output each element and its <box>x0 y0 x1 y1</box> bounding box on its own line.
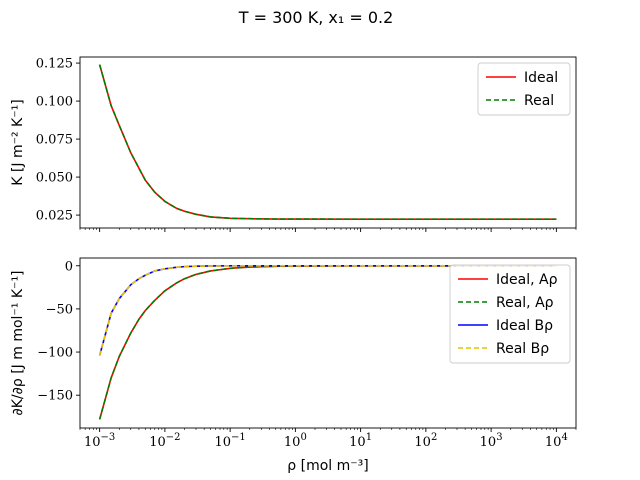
x-tick-label-exponent: 3 <box>496 432 502 443</box>
x-tick-label-exponent: −3 <box>101 432 116 443</box>
legend-label: Real <box>524 93 554 109</box>
x-tick-label: 104 <box>545 432 568 450</box>
y-tick-label: 0.075 <box>36 133 73 148</box>
x-tick-label: 101 <box>349 432 372 450</box>
bottom-subplot: 10−3 10−2 10−1 100 101 102 103 104−150−100−500∂… <box>10 257 577 474</box>
x-tick-label: 10−2 <box>149 432 180 450</box>
top-subplot: 0.025 0.050 0.075 0.100 0.125 K [J m⁻² K⁻¹] Id… <box>10 56 577 232</box>
x-tick-label: 102 <box>414 432 437 450</box>
y-tick-label: 0 <box>65 259 73 274</box>
series-line-4 <box>98 264 557 356</box>
x-tick-label-base: 10 <box>480 435 497 450</box>
axes-frame <box>79 257 577 429</box>
x-tick-label-exponent: 4 <box>561 432 567 443</box>
legend-label: Real Bρ <box>496 341 549 357</box>
y-tick-label: 0.125 <box>36 57 73 72</box>
x-tick-label-exponent: 0 <box>300 432 306 443</box>
y-tick-label: −50 <box>46 302 73 317</box>
axes-frame <box>79 56 577 229</box>
figure-title: T = 300 K, x₁ = 0.2 <box>238 8 394 27</box>
legend-label: Real, Aρ <box>496 295 554 311</box>
y-tick-label: −100 <box>37 346 73 361</box>
x-tick-label-exponent: 2 <box>431 432 437 443</box>
x-tick-label: 100 <box>284 432 307 450</box>
legend: Ideal, Aρ Real, Aρ Ideal Bρ Real Bρ <box>449 264 571 364</box>
legend-label: Ideal Bρ <box>496 318 553 334</box>
legend-label: Ideal, Aρ <box>496 272 558 288</box>
x-tick-label-base: 10 <box>214 435 231 450</box>
x-tick-label-base: 10 <box>545 435 562 450</box>
x-tick-label-exponent: 1 <box>366 432 372 443</box>
x-tick-label-base: 10 <box>149 435 166 450</box>
legend-box <box>449 264 571 364</box>
x-axis-label: ρ [mol m⁻³] <box>287 458 368 474</box>
x-tick-label: 103 <box>480 432 503 450</box>
y-tick-label: 0.025 <box>36 209 73 224</box>
x-tick-label: 10−3 <box>84 432 115 450</box>
y-tick-label: 0.100 <box>36 95 73 110</box>
x-tick-label: 10−1 <box>214 432 245 450</box>
y-axis-label: K [J m⁻² K⁻¹] <box>10 99 26 185</box>
legend: Ideal Real <box>477 62 571 116</box>
legend-label: Ideal <box>524 70 558 86</box>
legend-box <box>477 62 571 116</box>
x-tick-label-base: 10 <box>284 435 301 450</box>
y-axis-label: ∂K/∂ρ [J m mol⁻¹ K⁻¹] <box>10 270 26 415</box>
x-tick-label-exponent: −2 <box>166 432 181 443</box>
series-line-2 <box>98 64 557 220</box>
x-tick-label-base: 10 <box>349 435 366 450</box>
x-tick-label-base: 10 <box>84 435 101 450</box>
y-tick-label: −150 <box>37 389 73 404</box>
x-tick-label-base: 10 <box>414 435 431 450</box>
y-tick-label: 0.050 <box>36 171 73 186</box>
x-tick-label-exponent: −1 <box>231 432 246 443</box>
